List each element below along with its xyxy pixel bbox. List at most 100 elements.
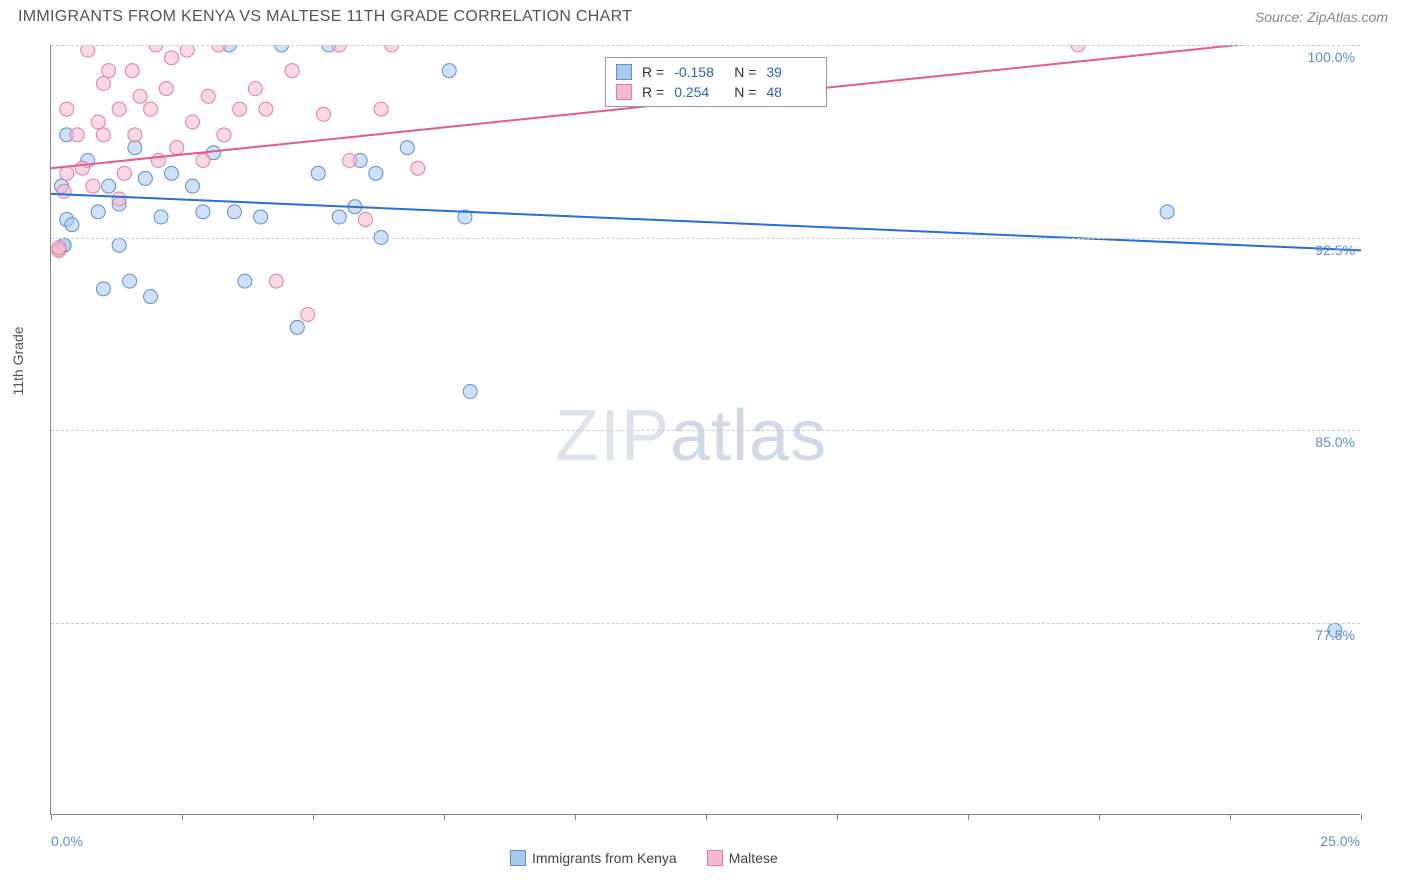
scatter-point xyxy=(285,64,299,78)
scatter-point xyxy=(133,89,147,103)
n-value: 48 xyxy=(766,84,816,100)
swatch-kenya xyxy=(510,850,526,866)
scatter-point xyxy=(91,205,105,219)
x-tick xyxy=(313,814,314,820)
scatter-point xyxy=(96,128,110,142)
scatter-point xyxy=(165,51,179,65)
x-tick xyxy=(1230,814,1231,820)
scatter-point xyxy=(170,141,184,155)
scatter-point xyxy=(128,128,142,142)
scatter-point xyxy=(112,192,126,206)
scatter-point xyxy=(385,45,399,52)
scatter-point xyxy=(52,241,66,255)
scatter-point xyxy=(70,128,84,142)
y-axis-title: 11th Grade xyxy=(10,326,26,395)
chart-header: IMMIGRANTS FROM KENYA VS MALTESE 11TH GR… xyxy=(0,0,1406,32)
scatter-point xyxy=(125,64,139,78)
scatter-point xyxy=(128,141,142,155)
scatter-point xyxy=(91,115,105,129)
stats-legend-row: R = -0.158 N = 39 xyxy=(616,62,816,82)
scatter-point xyxy=(144,290,158,304)
scatter-point xyxy=(102,179,116,193)
x-tick xyxy=(706,814,707,820)
x-tick xyxy=(1361,814,1362,820)
scatter-point xyxy=(374,102,388,116)
x-tick xyxy=(182,814,183,820)
n-value: 39 xyxy=(766,64,816,80)
scatter-point xyxy=(185,179,199,193)
scatter-point xyxy=(102,64,116,78)
n-label: N = xyxy=(734,64,756,80)
legend-bottom: Immigrants from Kenya Maltese xyxy=(510,850,798,866)
scatter-point xyxy=(238,274,252,288)
scatter-point xyxy=(254,210,268,224)
plot-area: 77.5%85.0%92.5%100.0%0.0%25.0%R =-0.158N… xyxy=(50,45,1360,815)
x-min-label: 0.0% xyxy=(51,833,83,849)
r-label: R = xyxy=(642,84,664,100)
scatter-point xyxy=(1071,45,1085,52)
scatter-point xyxy=(343,154,357,168)
y-tick-label: 100.0% xyxy=(1308,49,1355,65)
chart-title: IMMIGRANTS FROM KENYA VS MALTESE 11TH GR… xyxy=(18,8,632,26)
y-tick-label: 85.0% xyxy=(1315,434,1355,450)
scatter-point xyxy=(159,82,173,96)
scatter-point xyxy=(86,179,100,193)
scatter-point xyxy=(201,89,215,103)
x-tick xyxy=(444,814,445,820)
x-max-label: 25.0% xyxy=(1320,833,1360,849)
scatter-point xyxy=(217,128,231,142)
scatter-point xyxy=(96,77,110,91)
scatter-point xyxy=(149,45,163,52)
scatter-point xyxy=(75,161,89,175)
scatter-point xyxy=(180,45,194,57)
scatter-point xyxy=(301,308,315,322)
scatter-point xyxy=(196,154,210,168)
scatter-point xyxy=(227,205,241,219)
scatter-point xyxy=(369,166,383,180)
stats-legend-row: R =0.254N =48 xyxy=(616,82,816,102)
scatter-point xyxy=(138,171,152,185)
swatch-icon xyxy=(616,64,632,80)
scatter-point xyxy=(442,64,456,78)
scatter-point xyxy=(123,274,137,288)
scatter-point xyxy=(57,184,71,198)
scatter-point xyxy=(60,166,74,180)
scatter-point xyxy=(1160,205,1174,219)
scatter-point xyxy=(96,282,110,296)
scatter-point xyxy=(248,82,262,96)
scatter-point xyxy=(81,45,95,57)
scatter-point xyxy=(165,166,179,180)
y-tick-label: 92.5% xyxy=(1315,242,1355,258)
trend-line xyxy=(51,194,1361,250)
swatch-maltese xyxy=(707,850,723,866)
stats-legend: R =-0.158N =39R =0.254N =48 xyxy=(605,57,827,107)
r-value: -0.158 xyxy=(674,64,724,80)
scatter-point xyxy=(65,218,79,232)
scatter-point xyxy=(117,166,131,180)
gridline-h xyxy=(51,238,1360,239)
scatter-point xyxy=(269,274,283,288)
x-tick xyxy=(837,814,838,820)
x-tick xyxy=(1099,814,1100,820)
scatter-point xyxy=(332,45,346,52)
scatter-point xyxy=(212,45,226,52)
scatter-point xyxy=(185,115,199,129)
swatch-icon xyxy=(616,84,632,100)
scatter-point xyxy=(259,102,273,116)
gridline-h xyxy=(51,623,1360,624)
scatter-point xyxy=(290,320,304,334)
legend-item-kenya: Immigrants from Kenya xyxy=(510,850,677,866)
x-tick xyxy=(968,814,969,820)
y-tick-label: 77.5% xyxy=(1315,627,1355,643)
chart-container: 77.5%85.0%92.5%100.0%0.0%25.0%R =-0.158N… xyxy=(50,45,1360,815)
scatter-point xyxy=(275,45,289,52)
scatter-point xyxy=(154,210,168,224)
r-label: R = xyxy=(642,64,664,80)
gridline-h xyxy=(51,45,1360,46)
scatter-point xyxy=(316,107,330,121)
scatter-point xyxy=(400,141,414,155)
scatter-point xyxy=(112,102,126,116)
scatter-point xyxy=(358,213,372,227)
scatter-point xyxy=(144,102,158,116)
r-value: 0.254 xyxy=(674,84,724,100)
